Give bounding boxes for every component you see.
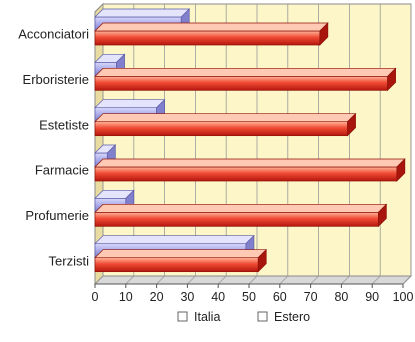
legend-swatch-estero [258, 312, 267, 321]
bar-estero-acconciatori [95, 23, 328, 45]
legend: Italia Estero [178, 310, 310, 324]
bar-estero-farmacie [95, 159, 405, 181]
tick-label-30: 30 [180, 290, 194, 304]
bar-estero-profumerie [95, 204, 386, 226]
tick-label-80: 80 [334, 290, 348, 304]
tick-label-100: 100 [393, 290, 414, 304]
tick-label-0: 0 [92, 290, 99, 304]
tick-label-60: 60 [273, 290, 287, 304]
tick-label-70: 70 [304, 290, 318, 304]
tick-label-20: 20 [150, 290, 164, 304]
legend-swatch-italia [178, 312, 187, 321]
bar-estero-erboristerie [95, 68, 396, 90]
category-label-acconciatori: Acconciatori [18, 27, 89, 42]
category-label-estetiste: Estetiste [39, 117, 89, 132]
tick-label-40: 40 [211, 290, 225, 304]
category-label-terzisti: Terzisti [49, 253, 90, 268]
tick-label-90: 90 [365, 290, 379, 304]
bar-estero-terzisti [95, 250, 266, 272]
legend-label-italia: Italia [194, 310, 220, 324]
category-label-erboristerie: Erboristerie [23, 72, 89, 87]
category-label-profumerie: Profumerie [25, 208, 89, 223]
legend-label-estero: Estero [274, 310, 310, 324]
category-label-farmacie: Farmacie [35, 163, 89, 178]
tick-label-50: 50 [242, 290, 256, 304]
tick-label-10: 10 [119, 290, 133, 304]
x-axis: 0 10 20 30 40 50 60 70 80 90 100 [92, 284, 414, 304]
category-labels: Acconciatori Erboristerie Estetiste Farmaci… [18, 27, 89, 269]
bar-estero-estetiste [95, 114, 356, 136]
